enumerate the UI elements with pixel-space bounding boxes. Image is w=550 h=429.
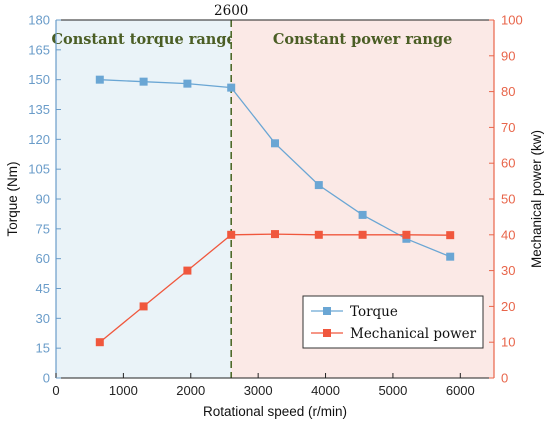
legend-0-label: Torque bbox=[350, 304, 398, 320]
x-tick-label-3: 3000 bbox=[244, 383, 273, 398]
y-left-tick-label-0: 0 bbox=[43, 371, 50, 386]
legend-0-marker bbox=[323, 307, 331, 315]
series-1-point-7 bbox=[402, 230, 411, 239]
series-0-point-1 bbox=[139, 77, 148, 86]
y-right-tick-label-4: 40 bbox=[501, 227, 515, 242]
boundary-label: 2600 bbox=[214, 3, 248, 19]
series-1-point-1 bbox=[139, 302, 148, 311]
y-right-tick-label-2: 20 bbox=[501, 299, 515, 314]
y-left-tick-label-4: 60 bbox=[36, 251, 50, 266]
y-right-tick-label-8: 80 bbox=[501, 84, 515, 99]
axes-layer: 0 1000 2000 3000 4000 5000 6000015304560759010… bbox=[5, 13, 544, 420]
legend-1-marker bbox=[323, 329, 331, 337]
region-0-label: Constant torque range bbox=[51, 31, 235, 48]
y-left-tick-label-7: 105 bbox=[28, 162, 50, 177]
series-layer bbox=[95, 75, 455, 347]
y-left-tick-label-9: 135 bbox=[28, 102, 50, 117]
y-left-axis-title: Torque (Nm) bbox=[5, 161, 20, 236]
y-right-tick-label-3: 30 bbox=[501, 263, 515, 278]
region-0-band bbox=[56, 20, 232, 378]
series-1-point-0 bbox=[95, 338, 104, 347]
series-1-point-4 bbox=[271, 230, 279, 239]
y-right-tick-label-9: 90 bbox=[501, 48, 515, 63]
region-1-label: Constant power range bbox=[273, 31, 452, 48]
y-right-tick-label-1: 10 bbox=[501, 335, 515, 350]
series-0-point-6 bbox=[358, 210, 367, 219]
series-1-point-6 bbox=[358, 230, 367, 239]
y-left-tick-label-6: 90 bbox=[36, 192, 50, 207]
y-left-tick-label-2: 30 bbox=[36, 311, 50, 326]
series-0-point-4 bbox=[271, 139, 279, 148]
y-right-tick-label-0: 0 bbox=[501, 371, 508, 386]
series-0-point-0 bbox=[95, 75, 104, 84]
series-1-point-2 bbox=[183, 266, 192, 275]
boundary-marker: 2600 bbox=[214, 3, 248, 378]
series-1-point-8 bbox=[446, 231, 455, 240]
x-tick-label-1: 1000 bbox=[109, 383, 138, 398]
x-tick-label-5: 5000 bbox=[378, 383, 407, 398]
y-right-tick-label-5: 50 bbox=[501, 192, 515, 207]
x-tick-label-4: 4000 bbox=[311, 383, 340, 398]
series-1-point-3 bbox=[227, 230, 236, 239]
series-0-point-8 bbox=[446, 252, 455, 261]
y-right-tick-label-7: 70 bbox=[501, 120, 515, 135]
y-right-tick-label-6: 60 bbox=[501, 156, 515, 171]
y-left-tick-label-10: 150 bbox=[28, 72, 50, 87]
y-left-tick-label-3: 45 bbox=[36, 281, 50, 296]
y-left-tick-label-1: 15 bbox=[36, 341, 50, 356]
series-0-point-5 bbox=[314, 181, 323, 190]
series-0-point-2 bbox=[183, 79, 192, 88]
y-left-tick-label-12: 180 bbox=[28, 13, 50, 28]
series-0-point-3 bbox=[227, 83, 236, 92]
x-tick-label-0: 0 bbox=[52, 383, 59, 398]
y-left-tick-label-11: 165 bbox=[28, 42, 50, 57]
x-axis-title: Rotational speed (r/min) bbox=[203, 404, 347, 419]
legend-1-label: Mechanical power bbox=[350, 326, 477, 342]
y-right-tick-label-10: 100 bbox=[501, 13, 523, 28]
y-left-tick-label-5: 75 bbox=[36, 221, 50, 236]
legend: Torque Mechanical power bbox=[302, 295, 484, 349]
y-left-tick-label-8: 120 bbox=[28, 132, 50, 147]
x-tick-label-2: 2000 bbox=[176, 383, 205, 398]
y-right-axis-title: Mechanical power (kw) bbox=[529, 130, 544, 268]
x-tick-label-6: 6000 bbox=[446, 383, 475, 398]
series-1-point-5 bbox=[314, 230, 323, 239]
legend-box bbox=[302, 295, 484, 349]
